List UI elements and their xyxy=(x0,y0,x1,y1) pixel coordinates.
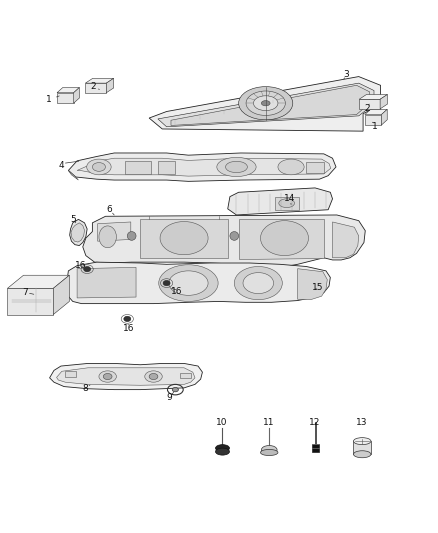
Polygon shape xyxy=(380,94,388,109)
Polygon shape xyxy=(57,368,195,385)
Text: 11: 11 xyxy=(263,418,274,427)
Ellipse shape xyxy=(353,438,371,445)
Ellipse shape xyxy=(226,161,247,173)
Ellipse shape xyxy=(215,448,230,455)
Bar xyxy=(312,444,319,453)
Polygon shape xyxy=(171,85,370,125)
Polygon shape xyxy=(49,364,202,390)
Text: 8: 8 xyxy=(82,384,88,393)
Ellipse shape xyxy=(163,280,170,286)
Ellipse shape xyxy=(353,451,371,458)
Text: 15: 15 xyxy=(311,283,323,292)
Polygon shape xyxy=(70,220,87,246)
Text: 14: 14 xyxy=(284,195,295,203)
Text: 7: 7 xyxy=(22,288,28,297)
Polygon shape xyxy=(141,220,228,258)
Bar xyxy=(353,441,371,454)
Ellipse shape xyxy=(92,163,106,171)
Polygon shape xyxy=(365,115,381,125)
Polygon shape xyxy=(7,275,69,288)
Polygon shape xyxy=(57,93,74,103)
Polygon shape xyxy=(74,87,79,103)
Ellipse shape xyxy=(99,371,117,382)
Ellipse shape xyxy=(239,87,293,120)
Ellipse shape xyxy=(87,159,111,175)
Text: 5: 5 xyxy=(70,215,76,224)
Ellipse shape xyxy=(215,445,230,451)
Ellipse shape xyxy=(103,374,112,379)
Polygon shape xyxy=(149,77,381,131)
Polygon shape xyxy=(77,268,136,298)
Polygon shape xyxy=(71,223,85,242)
Text: 10: 10 xyxy=(216,418,228,427)
Polygon shape xyxy=(65,262,330,304)
Text: 6: 6 xyxy=(106,205,112,214)
Text: 16: 16 xyxy=(123,324,134,333)
Ellipse shape xyxy=(217,157,256,176)
Text: 9: 9 xyxy=(166,393,172,402)
Polygon shape xyxy=(85,78,114,83)
Ellipse shape xyxy=(279,199,294,207)
Text: 1: 1 xyxy=(46,95,52,104)
Bar xyxy=(125,161,151,174)
Ellipse shape xyxy=(99,226,117,248)
Ellipse shape xyxy=(254,96,278,111)
Polygon shape xyxy=(228,188,332,215)
Ellipse shape xyxy=(169,271,208,295)
Text: 2: 2 xyxy=(365,104,370,113)
Ellipse shape xyxy=(246,91,286,116)
Polygon shape xyxy=(83,215,365,268)
Polygon shape xyxy=(53,275,69,314)
Polygon shape xyxy=(158,83,374,127)
Text: 16: 16 xyxy=(171,287,183,296)
Bar xyxy=(306,161,324,173)
Ellipse shape xyxy=(149,374,158,379)
Text: 12: 12 xyxy=(309,418,321,427)
Bar xyxy=(158,161,175,174)
Bar xyxy=(180,373,191,378)
Polygon shape xyxy=(77,158,331,176)
Text: 3: 3 xyxy=(344,70,350,79)
Polygon shape xyxy=(7,288,53,314)
Polygon shape xyxy=(68,153,336,181)
Text: 13: 13 xyxy=(356,418,367,427)
Ellipse shape xyxy=(159,265,218,302)
Text: 1: 1 xyxy=(372,122,378,131)
Ellipse shape xyxy=(127,231,136,240)
Ellipse shape xyxy=(243,272,274,294)
Ellipse shape xyxy=(261,449,278,456)
Ellipse shape xyxy=(230,231,239,240)
Ellipse shape xyxy=(124,316,131,321)
Ellipse shape xyxy=(278,159,304,175)
Ellipse shape xyxy=(145,371,162,382)
Bar xyxy=(65,372,76,376)
Polygon shape xyxy=(332,222,359,258)
Ellipse shape xyxy=(84,266,91,272)
Polygon shape xyxy=(381,109,387,125)
Text: 4: 4 xyxy=(59,161,65,169)
Polygon shape xyxy=(359,94,388,99)
Polygon shape xyxy=(106,78,114,93)
Polygon shape xyxy=(239,220,324,259)
Ellipse shape xyxy=(160,222,208,255)
Text: 2: 2 xyxy=(90,82,96,91)
Ellipse shape xyxy=(261,221,308,256)
Polygon shape xyxy=(98,222,131,241)
Polygon shape xyxy=(57,87,79,93)
Ellipse shape xyxy=(172,387,178,392)
Bar xyxy=(275,197,299,210)
Text: 16: 16 xyxy=(75,261,86,270)
Ellipse shape xyxy=(234,266,283,300)
Polygon shape xyxy=(297,269,327,300)
Polygon shape xyxy=(365,109,387,115)
Ellipse shape xyxy=(261,446,277,454)
Ellipse shape xyxy=(261,101,270,106)
Polygon shape xyxy=(359,99,380,109)
Polygon shape xyxy=(68,171,78,180)
Polygon shape xyxy=(85,83,106,93)
